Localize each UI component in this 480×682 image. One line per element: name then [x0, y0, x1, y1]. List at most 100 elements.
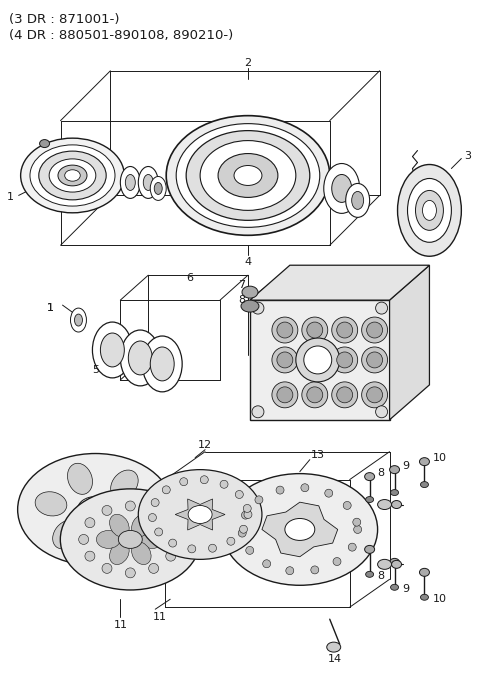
Ellipse shape	[327, 642, 341, 652]
Circle shape	[336, 322, 353, 338]
Ellipse shape	[109, 542, 129, 565]
Circle shape	[238, 529, 246, 537]
Circle shape	[155, 528, 163, 536]
Circle shape	[367, 322, 383, 338]
Circle shape	[166, 518, 176, 528]
Circle shape	[276, 486, 284, 494]
Circle shape	[263, 560, 271, 567]
Ellipse shape	[392, 561, 402, 568]
Circle shape	[85, 518, 95, 528]
Ellipse shape	[71, 308, 86, 332]
Circle shape	[325, 489, 333, 497]
Circle shape	[149, 563, 158, 574]
Circle shape	[332, 347, 358, 373]
Circle shape	[302, 347, 328, 373]
Circle shape	[307, 322, 323, 338]
Circle shape	[272, 317, 298, 343]
Circle shape	[332, 317, 358, 343]
Text: 11: 11	[113, 620, 127, 630]
Ellipse shape	[332, 175, 352, 203]
Text: 2: 2	[244, 58, 252, 68]
Ellipse shape	[18, 454, 173, 565]
Ellipse shape	[39, 140, 49, 147]
Ellipse shape	[352, 192, 364, 209]
Ellipse shape	[132, 542, 151, 565]
Ellipse shape	[391, 490, 398, 496]
Ellipse shape	[58, 165, 87, 186]
Circle shape	[151, 499, 159, 507]
Ellipse shape	[138, 166, 158, 198]
Ellipse shape	[138, 470, 262, 559]
Circle shape	[125, 501, 135, 511]
Ellipse shape	[98, 524, 123, 556]
Circle shape	[272, 382, 298, 408]
Ellipse shape	[150, 347, 174, 381]
Circle shape	[188, 545, 196, 553]
Ellipse shape	[109, 514, 129, 537]
Circle shape	[336, 387, 353, 403]
Ellipse shape	[68, 463, 93, 494]
Circle shape	[148, 514, 156, 522]
Circle shape	[302, 382, 328, 408]
Circle shape	[208, 544, 216, 552]
Ellipse shape	[77, 496, 113, 522]
Ellipse shape	[218, 153, 278, 197]
Text: 4: 4	[244, 257, 252, 267]
Ellipse shape	[111, 470, 138, 499]
Circle shape	[102, 563, 112, 574]
Ellipse shape	[30, 145, 115, 206]
Ellipse shape	[397, 164, 461, 256]
Text: 12: 12	[198, 440, 212, 449]
Circle shape	[296, 338, 340, 382]
Ellipse shape	[144, 175, 153, 190]
Ellipse shape	[390, 559, 399, 566]
Circle shape	[353, 518, 361, 527]
Ellipse shape	[420, 458, 430, 466]
Circle shape	[243, 505, 251, 512]
Circle shape	[333, 558, 341, 565]
Circle shape	[79, 535, 89, 544]
Circle shape	[286, 567, 294, 575]
Ellipse shape	[49, 159, 96, 192]
Text: 11: 11	[153, 612, 167, 622]
Circle shape	[376, 406, 387, 418]
Ellipse shape	[234, 166, 262, 186]
Ellipse shape	[125, 175, 135, 190]
Circle shape	[235, 490, 243, 499]
Ellipse shape	[128, 341, 152, 375]
Circle shape	[166, 551, 176, 561]
Text: 3: 3	[464, 151, 471, 160]
Text: 8: 8	[239, 295, 246, 305]
Circle shape	[241, 511, 250, 519]
Circle shape	[172, 535, 182, 544]
Circle shape	[348, 543, 356, 551]
Circle shape	[361, 382, 387, 408]
Ellipse shape	[285, 518, 315, 540]
Circle shape	[220, 480, 228, 488]
Circle shape	[102, 505, 112, 516]
Ellipse shape	[65, 170, 80, 181]
Ellipse shape	[93, 322, 132, 378]
Text: 1: 1	[7, 192, 13, 203]
Circle shape	[252, 406, 264, 418]
Ellipse shape	[124, 503, 156, 527]
Circle shape	[246, 546, 254, 554]
Ellipse shape	[120, 166, 140, 198]
Circle shape	[367, 352, 383, 368]
Text: 7: 7	[239, 280, 246, 290]
Text: 9: 9	[403, 460, 409, 471]
Ellipse shape	[35, 492, 67, 516]
Ellipse shape	[420, 568, 430, 576]
Ellipse shape	[422, 201, 436, 220]
Ellipse shape	[53, 520, 80, 549]
Circle shape	[301, 484, 309, 492]
Text: 1: 1	[47, 303, 54, 313]
Ellipse shape	[100, 333, 124, 367]
Circle shape	[272, 347, 298, 373]
Circle shape	[227, 537, 235, 545]
Ellipse shape	[21, 138, 124, 213]
Text: 8: 8	[378, 468, 385, 477]
Text: 10: 10	[432, 453, 446, 462]
Circle shape	[252, 302, 264, 314]
Ellipse shape	[176, 123, 320, 227]
